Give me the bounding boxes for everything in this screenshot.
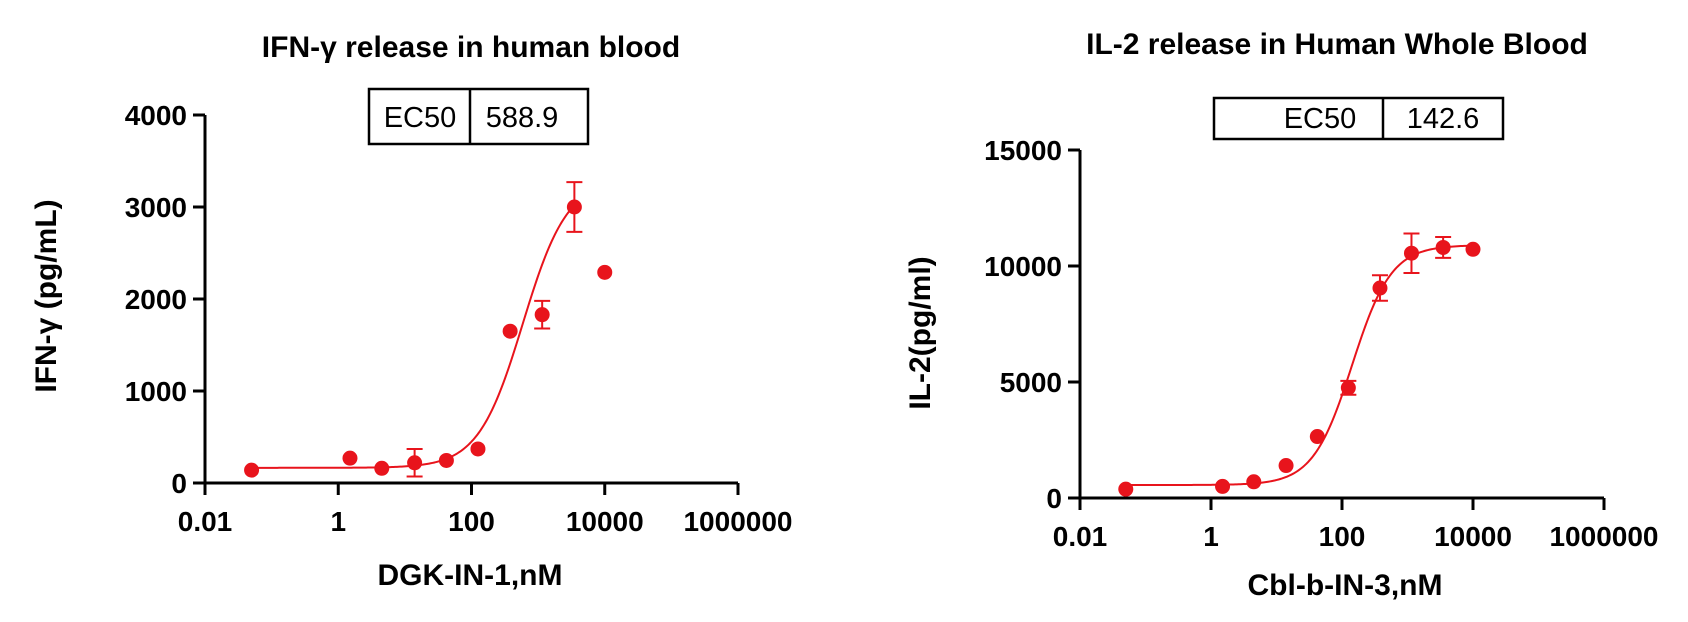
x-tick-label: 100 [1319,521,1366,552]
ec50-label: EC50 [1284,103,1357,135]
y-tick-label: 3000 [125,192,187,223]
ec50-box-frame [1212,96,1505,141]
y-tick-label: 1000 [125,376,187,407]
data-point [342,450,358,466]
y-tick-label: 15000 [984,135,1062,166]
data-point [470,441,486,457]
data-point [1118,481,1134,497]
y-tick-label: 10000 [984,251,1062,282]
y-axis-label: IFN-γ (pg/mL) [30,199,63,392]
x-tick-label: 1000000 [1549,521,1658,552]
x-tick-label: 1000000 [683,506,792,537]
data-point [407,455,423,471]
data-point [502,323,518,339]
data-point [244,462,260,478]
y-axis-label: IL-2(pg/ml) [904,256,937,409]
ec50-value: 588.9 [486,102,559,134]
data-point [1403,245,1419,261]
fit-curve [1125,244,1474,487]
x-tick-label: 100 [448,506,495,537]
fit-curve [251,204,576,469]
data-point [1246,474,1262,490]
x-tick-label: 10000 [1434,521,1512,552]
data-point [1309,429,1325,445]
y-tick-label: 0 [1046,483,1062,514]
y-tick-label: 0 [171,468,187,499]
data-point [438,452,454,468]
ifn-gamma-chart: IFN-γ release in human blood EC50 588.9 … [30,31,793,592]
ec50-value: 142.6 [1407,103,1480,135]
data-point [1372,280,1388,296]
y-tick-label: 2000 [125,284,187,315]
data-point [1278,458,1294,474]
il-2-chart: IL-2 release in Human Whole Blood EC50 1… [904,28,1659,602]
y-tick-label: 5000 [1000,367,1062,398]
ec50-box-frame [367,87,590,146]
x-tick-label: 1 [1203,521,1219,552]
data-point [566,199,582,215]
y-tick-label: 4000 [125,100,187,131]
x-tick-label: 1 [330,506,346,537]
plot-area: 0 1000 2000 3000 4000 0.01 1 100 10000 1000000 [125,100,793,537]
ec50-label: EC50 [384,102,457,134]
ec50-box: EC50 142.6 [1212,96,1505,141]
x-axis-label: Cbl-b-IN-3,nM [1248,569,1443,602]
x-tick-label: 0.01 [1053,521,1108,552]
data-point [1215,478,1231,494]
x-tick-label: 10000 [566,506,644,537]
data-point [534,307,550,323]
data-point [374,460,390,476]
data-point [1340,380,1356,396]
x-axis-label: DGK-IN-1,nM [378,559,563,592]
chart-title: IL-2 release in Human Whole Blood [1086,28,1588,61]
data-point [1465,241,1481,257]
ec50-box: EC50 588.9 [367,87,590,146]
data-point [1435,239,1451,255]
data-point [597,264,613,280]
x-tick-label: 0.01 [178,506,233,537]
chart-title: IFN-γ release in human blood [262,31,680,64]
plot-area: 0 5000 10000 15000 0.01 1 100 10000 1000000 [984,135,1658,552]
